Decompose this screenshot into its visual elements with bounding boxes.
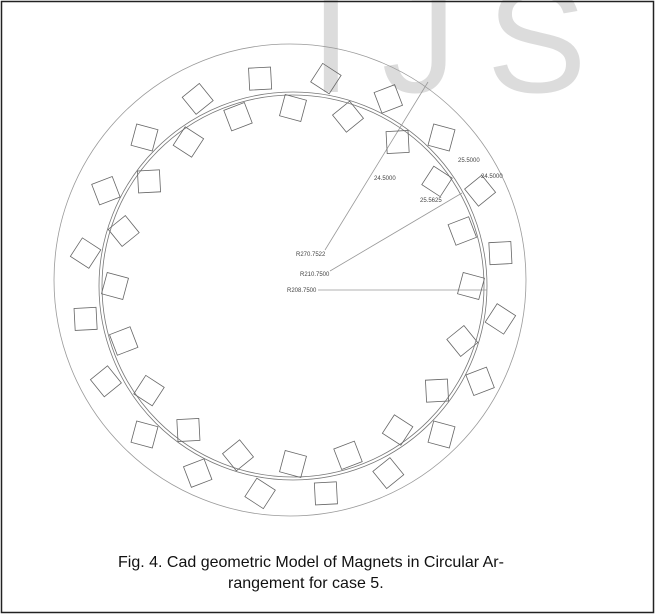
magnet — [385, 130, 410, 154]
magnet — [221, 439, 255, 472]
outer-circle — [53, 43, 527, 517]
dimension-label: 25.5625 — [420, 198, 442, 204]
magnet — [181, 82, 214, 115]
magnet — [244, 477, 276, 510]
magnet — [421, 165, 453, 198]
magnet — [381, 414, 414, 446]
magnet — [172, 126, 205, 158]
magnet — [427, 123, 456, 152]
magnet — [101, 272, 129, 300]
caption: rangement for case 5. — [228, 575, 384, 592]
magnet — [73, 306, 98, 331]
inner-circle — [98, 91, 488, 481]
magnet — [279, 94, 307, 122]
watermark: IJS — [310, 0, 617, 124]
magnet — [137, 169, 161, 194]
dimension-label: 24.5000 — [481, 174, 503, 180]
magnet — [465, 366, 495, 397]
magnet — [373, 84, 404, 114]
magnet — [130, 123, 159, 152]
magnet — [248, 66, 273, 91]
cad-drawing — [53, 43, 527, 517]
magnet — [176, 418, 201, 442]
magnet — [182, 458, 213, 488]
magnet — [89, 365, 122, 398]
magnet — [108, 326, 139, 356]
caption: Fig. 4. Cad geometric Model of Magnets i… — [118, 554, 504, 571]
dimension-label: R270.7522 — [296, 252, 326, 258]
dimension-label: 24.5000 — [374, 176, 396, 182]
magnet — [130, 420, 159, 449]
dimension-line — [324, 81, 429, 251]
magnet — [331, 100, 365, 133]
dimension-label: R210.7500 — [300, 272, 330, 278]
magnet — [310, 62, 342, 95]
magnet — [457, 272, 485, 300]
magnet — [333, 440, 363, 471]
dimension-label: R208.7500 — [287, 288, 317, 294]
magnet — [69, 237, 102, 269]
magnet — [484, 303, 517, 335]
magnet — [107, 214, 140, 248]
dimension-label: 25.5000 — [458, 158, 480, 164]
magnet — [427, 420, 456, 449]
magnet — [446, 324, 479, 358]
inner-circle — [101, 94, 485, 478]
dimension-line — [329, 192, 463, 272]
magnet — [372, 457, 405, 490]
magnet — [447, 216, 478, 246]
magnet — [488, 241, 513, 266]
magnet — [425, 378, 449, 403]
magnet — [313, 481, 338, 506]
magnet — [223, 101, 253, 132]
magnet — [133, 374, 165, 407]
magnet — [279, 450, 307, 478]
magnet — [91, 175, 121, 206]
magnet — [464, 174, 497, 207]
